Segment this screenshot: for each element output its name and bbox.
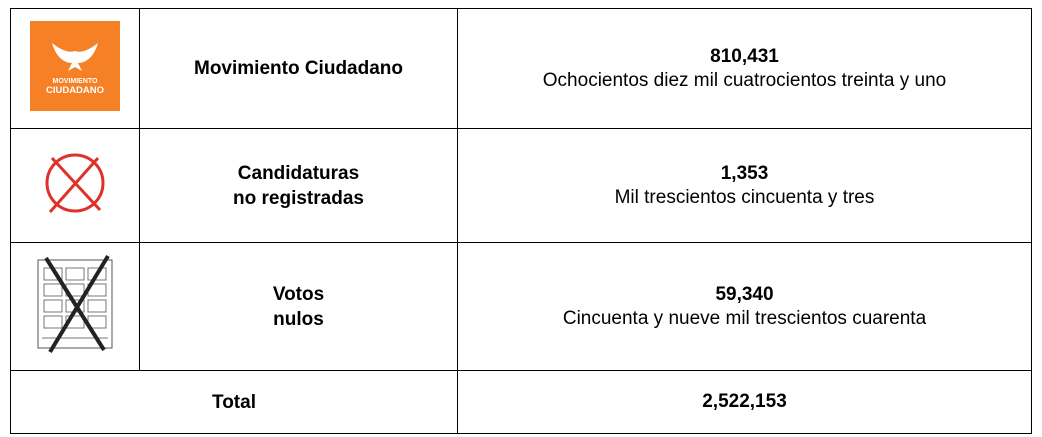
total-number: 2,522,153 <box>702 391 787 412</box>
cross-icon <box>45 153 105 213</box>
row-words: Ochocientos diez mil cuatrocientos trein… <box>542 69 947 91</box>
icon-cell <box>10 128 140 243</box>
icon-cell <box>10 242 140 371</box>
row: Candidaturas no registradas 1,353 Mil tre… <box>10 128 1032 243</box>
icon-cell: MOVIMIENTO CIUDADANO <box>10 8 140 129</box>
row: MOVIMIENTO CIUDADANO Movimiento Ciudadan… <box>10 8 1032 129</box>
results-table: MOVIMIENTO CIUDADANO Movimiento Ciudadan… <box>10 8 1032 434</box>
value-cell: 59,340 Cincuenta y nueve mil trescientos … <box>457 242 1032 371</box>
party-logo: MOVIMIENTO CIUDADANO <box>30 20 120 111</box>
row-number: 810,431 <box>710 45 779 67</box>
ballot-icon <box>37 254 113 353</box>
row-number: 59,340 <box>715 283 774 305</box>
value-cell: 810,431 Ochocientos diez mil cuatrociento… <box>457 8 1032 129</box>
row-name: Votos nulos <box>139 242 458 371</box>
logo-text: MOVIMIENTO <box>53 78 99 85</box>
logo-text: CIUDADANO <box>46 85 104 96</box>
value-cell: 1,353 Mil trescientos cincuenta y tres <box>457 128 1032 243</box>
row-number: 1,353 <box>720 162 769 184</box>
row: Votos nulos 59,340 Cincuenta y nueve mil … <box>10 242 1032 371</box>
total-label: Total <box>10 370 458 434</box>
row-name: Movimiento Ciudadano <box>139 8 458 129</box>
total-row: Total 2,522,153 <box>10 370 1032 434</box>
total-cell: 2,522,153 <box>457 370 1032 434</box>
row-name: Candidaturas no registradas <box>139 128 458 243</box>
row-words: Cincuenta y nueve mil trescientos cuaren… <box>562 307 927 329</box>
row-words: Mil trescientos cincuenta y tres <box>614 186 875 208</box>
